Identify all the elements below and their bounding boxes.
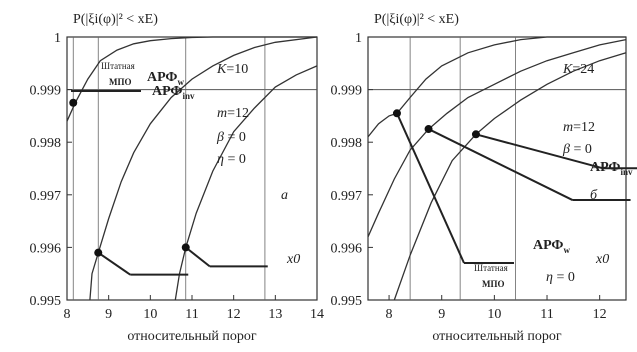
y-tick-label: 0.995 (331, 294, 363, 309)
parameter-label: K=10 (216, 62, 248, 77)
x-variable-label: x0 (595, 252, 609, 267)
y-tick-label: 0.998 (331, 136, 363, 151)
x-tick-label: 12 (593, 307, 607, 322)
chart-title: P(|ξi(φ)|² < xE) (73, 12, 158, 27)
x-axis-label: относительный порог (127, 329, 257, 344)
parameter-label: η = 0 (217, 152, 246, 167)
leader-line (97, 251, 131, 276)
x-tick-label: 9 (438, 307, 445, 322)
series-line-3 (174, 65, 318, 301)
series-line-2 (367, 38, 627, 238)
x-tick-label: 11 (540, 307, 553, 322)
chart-panel-2: 0.995 0.996 0.997 0.998 0.999 1 8 9 10 11 12 Штатна… (331, 12, 637, 344)
marker-dot (424, 125, 433, 134)
marker-dot (69, 98, 78, 107)
marker-dot (392, 109, 401, 118)
series-label: АРФw (147, 70, 184, 87)
x-tick-label: 9 (105, 307, 112, 322)
leader-line (428, 128, 573, 201)
y-tick-label: 0.995 (30, 294, 62, 309)
y-tick-label: 0.999 (30, 84, 62, 99)
y-tick-label: 1 (355, 31, 362, 46)
leader-line (475, 133, 604, 170)
y-tick-label: 0.996 (30, 241, 62, 256)
panel-letter: а (281, 188, 288, 203)
series-label: МПО (482, 279, 505, 289)
series-label: Штатная (474, 263, 508, 273)
series-line-2 (89, 36, 318, 301)
leader-line (396, 112, 465, 264)
y-tick-label: 0.997 (30, 189, 62, 204)
y-tick-label: 0.996 (331, 241, 363, 256)
marker-dot (181, 243, 190, 252)
series-label: Штатная (101, 61, 135, 71)
x-tick-label: 13 (268, 307, 282, 322)
chart-panel-1: 0.995 0.996 0.997 0.998 0.999 1 8 9 10 11 12 13 14 Шт… (30, 12, 325, 344)
y-tick-label: 0.998 (30, 136, 62, 151)
x-tick-label: 12 (227, 307, 241, 322)
parameter-label: β = 0 (216, 130, 246, 145)
y-tick-label: 0.997 (331, 189, 363, 204)
leader-line (185, 246, 211, 268)
x-tick-label: 10 (487, 307, 501, 322)
x-variable-label: x0 (286, 252, 300, 267)
series-line-1 (66, 36, 317, 122)
x-axis-label: относительный порог (432, 329, 562, 344)
x-tick-label: 10 (143, 307, 157, 322)
series-label: АРФw (533, 238, 570, 255)
x-tick-label: 8 (386, 307, 393, 322)
series-label: АРФinv (152, 84, 195, 101)
y-tick-label: 0.999 (331, 84, 363, 99)
parameter-label: m=12 (563, 120, 595, 135)
series-label: МПО (109, 77, 132, 87)
y-tick-label: 1 (54, 31, 61, 46)
parameter-label: K=24 (562, 62, 594, 77)
plot-frame (66, 36, 318, 301)
marker-dot (471, 130, 480, 139)
series-label: АРФinv (590, 160, 633, 177)
panel-letter: б (590, 188, 598, 203)
x-tick-label: 11 (185, 307, 198, 322)
series-line-3 (393, 52, 627, 301)
parameter-label: m=12 (217, 106, 249, 121)
chart-title: P(|ξi(φ)|² < xE) (374, 12, 459, 27)
x-tick-label: 14 (310, 307, 324, 322)
parameter-label: η = 0 (546, 270, 575, 285)
parameter-label: β = 0 (562, 142, 592, 157)
x-tick-label: 8 (64, 307, 71, 322)
marker-dot (94, 248, 103, 257)
series-line-1 (367, 36, 626, 138)
